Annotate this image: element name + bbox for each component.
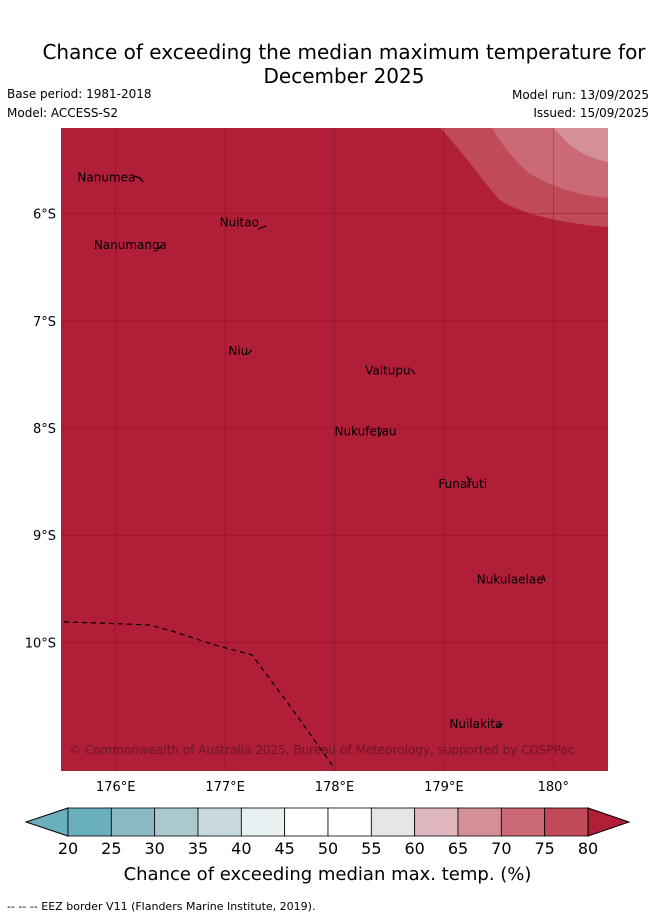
island-nukulaelae-outline (542, 574, 546, 582)
place-label: Funafuti (438, 477, 487, 491)
lat-tick-label: 9°S (33, 529, 56, 544)
place-label: Nanumanga (94, 238, 167, 252)
base-period: Base period: 1981-2018 (7, 87, 152, 101)
island-funafuti-outline (466, 475, 471, 488)
title-line-2: December 2025 (263, 64, 425, 88)
colorbar-label: Chance of exceeding median max. temp. (%… (123, 864, 532, 885)
axis-labels: 176°E 177°E 178°E 179°E 180° 6°S 7°S 8°S 9°S 10°S (25, 208, 569, 795)
lat-tick-label: 10°S (25, 636, 56, 651)
lon-tick-label: 180° (538, 780, 569, 795)
colorbar-tick-label: 45 (274, 839, 295, 858)
colorbar-tick-label: 25 (101, 839, 122, 858)
lon-tick-label: 177°E (205, 780, 245, 795)
colorbar-high-arrow (587, 807, 631, 837)
map-background (61, 128, 608, 771)
lon-tick-label: 176°E (96, 780, 136, 795)
chart-title: Chance of exceeding the median maximum t… (0, 40, 655, 88)
colorbar-low-arrow (24, 807, 69, 837)
shade-60-65 (554, 128, 608, 162)
island-nukufetau-outline (377, 429, 383, 438)
colorbar-segment (240, 807, 286, 837)
colorbar-segment (370, 807, 416, 837)
colorbar-tick-label: 70 (491, 839, 512, 858)
place-label: Nanumea (77, 171, 135, 185)
colorbar-tick-label: 20 (57, 839, 79, 858)
lat-tick-label: 6°S (33, 208, 56, 223)
place-label: Nukufetau (335, 425, 397, 439)
island-nuitao-outline (257, 225, 267, 230)
colorbar-segment (500, 807, 546, 837)
place-label: Nukulaelae (477, 572, 544, 586)
colorbar-tick-label: 65 (447, 839, 469, 858)
island-nanumanga-outline (157, 244, 164, 250)
colorbar-segment (544, 807, 589, 837)
model-name: Model: ACCESS-S2 (7, 106, 119, 120)
lat-tick-label: 7°S (33, 315, 56, 330)
island-nuilakita-outline (496, 723, 504, 728)
colorbar-ticks: 20 25 30 35 40 45 50 55 60 65 70 75 80 (0, 839, 655, 859)
islands (133, 175, 546, 728)
colorbar (24, 807, 631, 837)
eez-border (63, 621, 336, 770)
colorbar-tick-label: 30 (144, 839, 165, 858)
place-labels: Nanumea Nuitao Nanumanga Niu Vaitupu Nukufeta… (77, 171, 543, 732)
colorbar-segment (154, 807, 199, 837)
lon-tick-label: 178°E (315, 780, 355, 795)
colorbar-tick-label: 80 (577, 839, 599, 858)
place-label: Niu (228, 344, 248, 358)
colorbar-tick-label: 50 (317, 839, 339, 858)
island-niu-outline (247, 349, 253, 355)
colorbar-segment (110, 807, 156, 837)
map-area (61, 128, 608, 771)
colorbar-tick-label: 35 (187, 839, 209, 858)
issued-date: Issued: 15/09/2025 (533, 106, 649, 120)
model-run-date: Model run: 13/09/2025 (511, 88, 649, 102)
eez-footnote: -- -- -- EEZ border V11 (Flanders Marine… (7, 900, 316, 913)
lat-tick-label: 8°S (33, 422, 56, 437)
colorbar-tick-label: 40 (231, 839, 252, 858)
place-label: Nuitao (220, 216, 259, 230)
place-label: Vaitupu (365, 363, 411, 377)
title-line-1: Chance of exceeding the median maximum t… (42, 40, 646, 64)
colorbar-segment (327, 807, 372, 837)
island-vaitupu-outline (410, 368, 416, 375)
colorbar-segment (414, 807, 459, 837)
colorbar-segment (284, 807, 329, 837)
colorbar-tick-label: 60 (404, 839, 425, 858)
colorbar-tick-label: 55 (361, 839, 382, 858)
place-label: Nuilakita (449, 717, 502, 731)
colorbar-segment (67, 807, 112, 837)
colorbar-segment (197, 807, 242, 837)
lon-tick-label: 179°E (424, 780, 464, 795)
island-nanumea-outline (133, 175, 144, 183)
map-credit: © Commonwealth of Australia 2025, Bureau… (69, 743, 574, 757)
colorbar-segment (457, 807, 502, 837)
colorbar-tick-label: 75 (534, 839, 555, 858)
